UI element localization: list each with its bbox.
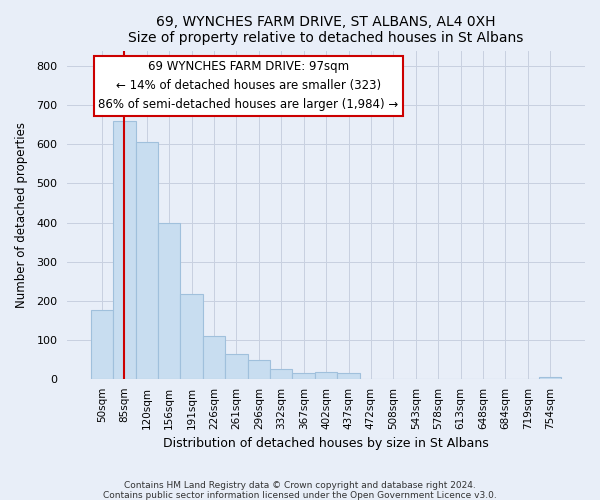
Bar bbox=[248, 360, 270, 379]
Bar bbox=[315, 372, 337, 379]
Bar bbox=[337, 373, 360, 379]
Text: Contains public sector information licensed under the Open Government Licence v3: Contains public sector information licen… bbox=[103, 490, 497, 500]
Text: 69 WYNCHES FARM DRIVE: 97sqm
← 14% of detached houses are smaller (323)
86% of s: 69 WYNCHES FARM DRIVE: 97sqm ← 14% of de… bbox=[98, 60, 398, 112]
Bar bbox=[136, 142, 158, 379]
Text: Contains HM Land Registry data © Crown copyright and database right 2024.: Contains HM Land Registry data © Crown c… bbox=[124, 480, 476, 490]
Bar bbox=[270, 369, 292, 379]
Bar bbox=[91, 310, 113, 379]
Bar bbox=[158, 222, 181, 379]
Title: 69, WYNCHES FARM DRIVE, ST ALBANS, AL4 0XH
Size of property relative to detached: 69, WYNCHES FARM DRIVE, ST ALBANS, AL4 0… bbox=[128, 15, 524, 45]
Bar bbox=[292, 373, 315, 379]
Bar bbox=[181, 294, 203, 379]
Bar bbox=[203, 336, 225, 379]
Y-axis label: Number of detached properties: Number of detached properties bbox=[15, 122, 28, 308]
Bar bbox=[225, 354, 248, 379]
Bar bbox=[539, 377, 562, 379]
Bar bbox=[113, 121, 136, 379]
X-axis label: Distribution of detached houses by size in St Albans: Distribution of detached houses by size … bbox=[163, 437, 489, 450]
